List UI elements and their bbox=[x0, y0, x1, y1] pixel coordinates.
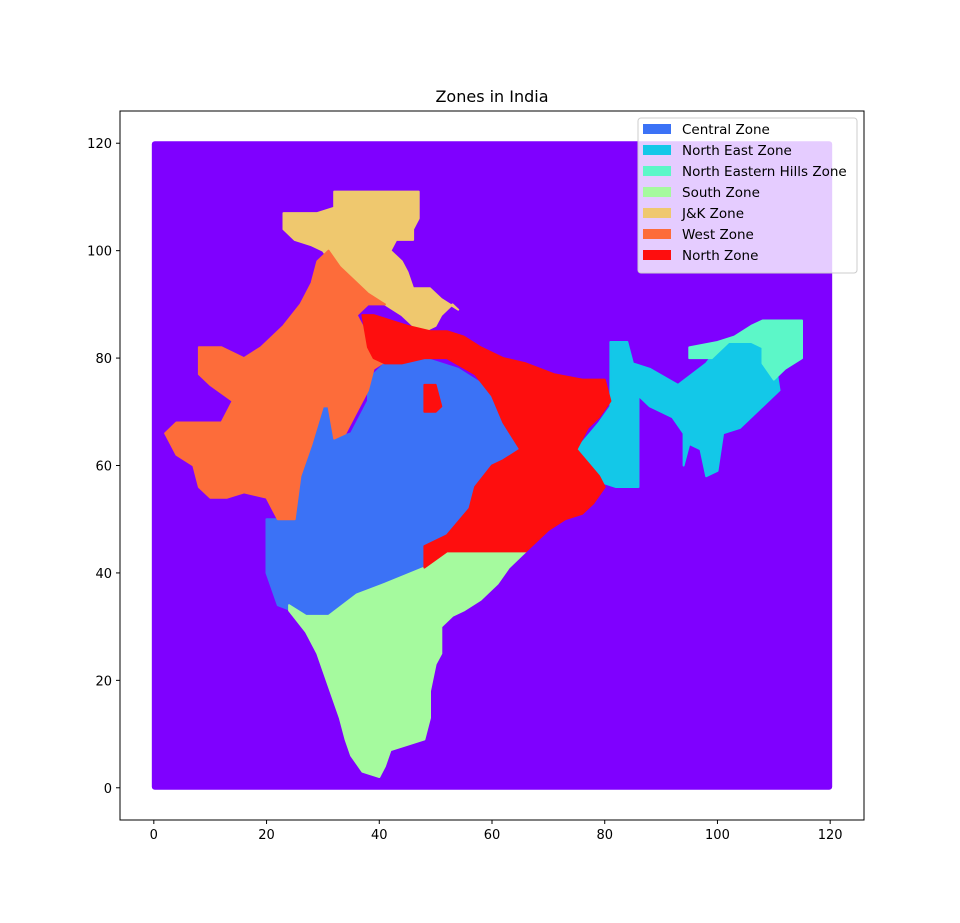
legend-label-5: West Zone bbox=[682, 227, 754, 243]
legend-label-0: Central Zone bbox=[682, 122, 770, 138]
x-tick-label: 80 bbox=[596, 828, 613, 843]
x-tick-label: 60 bbox=[484, 828, 501, 843]
legend-swatch-4 bbox=[643, 208, 671, 218]
legend-label-2: North Eastern Hills Zone bbox=[682, 164, 847, 180]
legend-label-6: North Zone bbox=[682, 248, 758, 264]
x-tick-label: 0 bbox=[150, 828, 158, 843]
x-axis: 0 20 40 60 80 100 120 bbox=[150, 820, 843, 843]
y-tick-label: 60 bbox=[95, 460, 112, 475]
y-tick-label: 40 bbox=[95, 567, 112, 582]
legend-label-4: J&K Zone bbox=[681, 206, 744, 222]
legend-swatch-5 bbox=[643, 229, 671, 239]
data-layer bbox=[151, 141, 833, 790]
zone-region-6-1 bbox=[423, 383, 443, 413]
zone-region-6-0 bbox=[361, 314, 612, 569]
series-3 bbox=[288, 550, 527, 778]
x-tick-label: 100 bbox=[705, 828, 730, 843]
series-6 bbox=[361, 314, 612, 569]
zone-region-5-0 bbox=[164, 249, 392, 521]
x-tick-label: 120 bbox=[818, 828, 843, 843]
y-tick-label: 120 bbox=[87, 137, 112, 152]
series-2 bbox=[688, 319, 803, 381]
legend-swatch-2 bbox=[643, 166, 671, 176]
y-tick-label: 20 bbox=[95, 674, 112, 689]
zone-region-2-0 bbox=[688, 319, 803, 381]
y-tick-label: 80 bbox=[95, 352, 112, 367]
chart-title: Zones in India bbox=[435, 87, 548, 106]
series-1 bbox=[575, 341, 781, 488]
x-tick-label: 20 bbox=[258, 828, 275, 843]
legend-swatch-0 bbox=[643, 124, 671, 134]
x-tick-label: 40 bbox=[371, 828, 388, 843]
y-tick-label: 100 bbox=[87, 245, 112, 260]
zone-region-1-0 bbox=[575, 341, 781, 488]
legend-box bbox=[637, 117, 858, 274]
legend-label-3: South Zone bbox=[682, 185, 760, 201]
legend-swatch-3 bbox=[643, 187, 671, 197]
legend-label-1: North East Zone bbox=[682, 143, 792, 159]
y-axis: 0 20 40 60 80 100 120 bbox=[87, 137, 120, 797]
zone-region-3-0 bbox=[288, 550, 527, 778]
legend: Central Zone North East Zone North Eastern… bbox=[637, 117, 858, 274]
legend-swatch-6 bbox=[643, 250, 671, 260]
y-tick-label: 0 bbox=[104, 782, 112, 797]
series-5 bbox=[164, 249, 392, 521]
legend-swatch-1 bbox=[643, 145, 671, 155]
